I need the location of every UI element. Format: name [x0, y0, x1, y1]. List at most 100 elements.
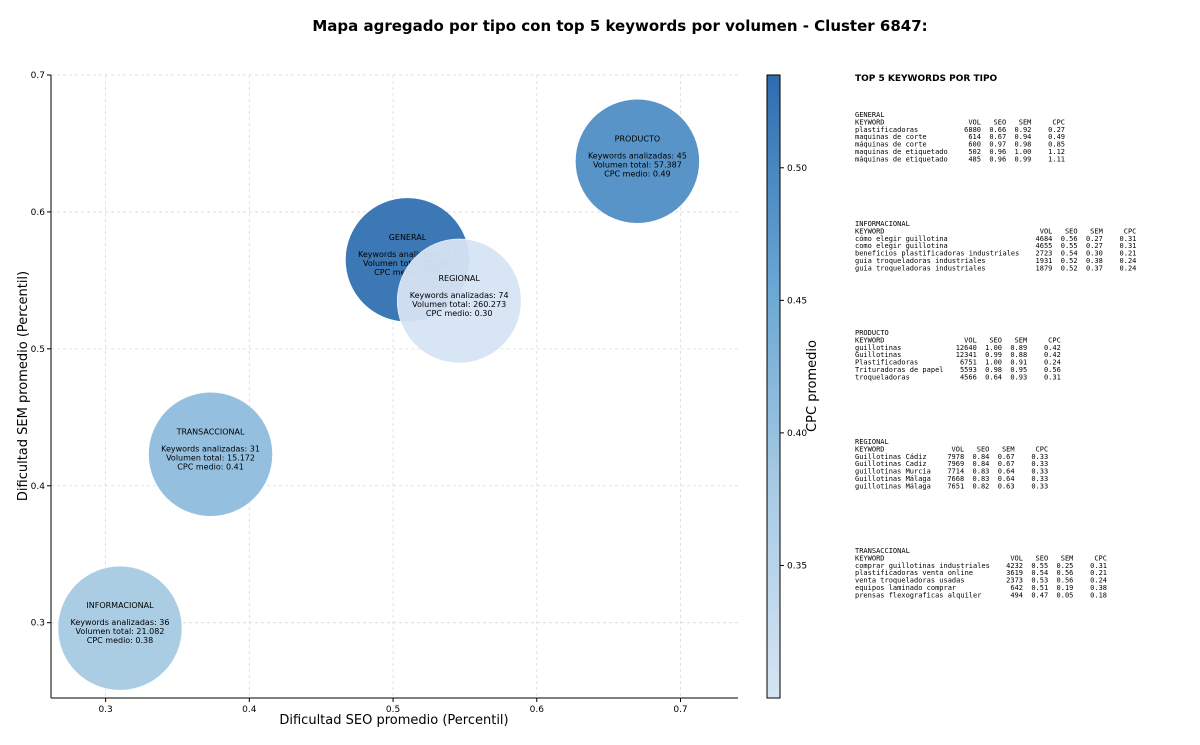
side-cell-seo: 0.82 — [973, 482, 990, 490]
side-cell-sem: 0.25 — [1057, 562, 1074, 570]
side-cell-vol: 6751 — [960, 359, 977, 367]
side-row: Guillotinas Málaga 7668 0.83 0.64 0.33 — [855, 475, 1048, 483]
side-row: guillotinas 12640 1.00 0.89 0.42 — [855, 344, 1061, 352]
side-cell-cpc: 0.49 — [1048, 133, 1065, 141]
side-cell-cpc: 0.24 — [1120, 264, 1137, 272]
side-cell-sem: 0.95 — [1010, 366, 1027, 374]
y-tick-label: 0.4 — [31, 482, 46, 492]
side-row: prensas flexograficas alquiler 494 0.47 0.0… — [855, 591, 1107, 599]
side-header-keyword: KEYWORD — [855, 336, 885, 344]
side-row: Plastificadoras 6751 1.00 0.91 0.24 — [855, 359, 1061, 367]
side-row: Guillotinas Cadiz 7969 0.84 0.67 0.33 — [855, 460, 1048, 468]
side-cell-vol: 7978 — [947, 453, 964, 461]
bubble-volumen: Volumen total: 15.172 — [166, 453, 255, 462]
x-tick-label: 0.4 — [242, 705, 257, 715]
side-cell-keyword: guía troqueladoras industriales — [855, 264, 986, 272]
side-cell-sem: 0.27 — [1086, 242, 1103, 250]
bubble-circle — [57, 565, 183, 691]
side-cell-seo: 0.99 — [985, 351, 1002, 359]
side-cell-cpc: 0.42 — [1044, 344, 1061, 352]
side-header-vol: VOL — [1010, 554, 1023, 562]
x-tick-label: 0.6 — [530, 705, 545, 715]
side-panel-title: TOP 5 KEYWORDS POR TIPO — [855, 74, 998, 84]
side-cell-vol: 7969 — [947, 460, 964, 468]
side-cell-seo: 0.83 — [973, 475, 990, 483]
side-cell-cpc: 0.21 — [1120, 250, 1137, 258]
side-cell-seo: 0.64 — [985, 373, 1002, 381]
side-header-vol: VOL — [952, 445, 965, 453]
side-cell-vol: 12640 — [956, 344, 977, 352]
bubble-name: GENERAL — [389, 233, 427, 242]
side-cell-vol: 5593 — [960, 366, 977, 374]
bubble-keywords: Keywords analizadas: 36 — [71, 618, 170, 627]
side-cell-keyword: Guillotinas Málaga — [855, 475, 931, 483]
side-cell-keyword: maquinas de etiquetado — [855, 148, 948, 156]
side-cell-cpc: 0.31 — [1090, 562, 1107, 570]
side-cell-vol: 614 — [968, 133, 981, 141]
side-cell-vol: 642 — [1010, 584, 1023, 592]
side-cell-seo: 0.55 — [1031, 562, 1048, 570]
colorbar — [766, 74, 781, 699]
side-header-seo: SEO — [1065, 227, 1078, 235]
side-row: guillotinas Murcia 7714 0.83 0.64 0.33 — [855, 468, 1048, 476]
side-row: guillotinas Málaga 7651 0.82 0.63 0.33 — [855, 482, 1048, 490]
side-cell-seo: 0.51 — [1031, 584, 1048, 592]
side-cell-keyword: Guillotinas Cádiz — [855, 453, 927, 461]
side-row: guía troqueladoras industriales 1879 0.52 0… — [855, 264, 1136, 272]
side-cell-seo: 0.84 — [973, 453, 990, 461]
bubble-volumen: Volumen total: 21.082 — [76, 627, 165, 636]
side-cell-seo: 0.52 — [1061, 264, 1078, 272]
side-cell-vol: 7714 — [947, 468, 964, 476]
bubble-keywords: Keywords analizadas: 45 — [588, 151, 687, 160]
side-cell-seo: 0.96 — [989, 155, 1006, 163]
side-cell-keyword: troqueladoras — [855, 373, 910, 381]
bubble-cpc: CPC medio: 0.41 — [177, 462, 244, 471]
side-cell-keyword: guillotinas Málaga — [855, 482, 931, 490]
side-header-keyword: KEYWORD — [855, 118, 885, 126]
side-cell-cpc: 0.24 — [1090, 577, 1107, 585]
side-cell-sem: 0.99 — [1015, 155, 1032, 163]
side-header-cpc: CPC — [1036, 445, 1049, 453]
side-cell-sem: 0.88 — [1010, 351, 1027, 359]
side-cell-seo: 0.98 — [985, 366, 1002, 374]
side-cell-keyword: guia troqueladoras industriales — [855, 257, 986, 265]
side-cell-vol: 7651 — [947, 482, 964, 490]
side-cell-cpc: 0.31 — [1120, 242, 1137, 250]
side-cell-seo: 0.56 — [1061, 235, 1078, 243]
side-cell-keyword: cómo elegir guillotina — [855, 235, 948, 243]
bubble-volumen: Volumen total: 11.040 — [363, 259, 452, 268]
side-group-name: GENERAL — [855, 111, 885, 119]
side-cell-keyword: guillotinas — [855, 344, 901, 352]
side-header-cpc: CPC — [1048, 336, 1061, 344]
side-cell-seo: 0.47 — [1031, 591, 1048, 599]
bubble-name: INFORMACIONAL — [86, 601, 154, 610]
side-cell-keyword: como elegir guillotina — [855, 242, 948, 250]
side-header-sem: SEM — [1002, 445, 1015, 453]
y-tick-label: 0.6 — [31, 208, 46, 218]
side-cell-sem: 0.91 — [1010, 359, 1027, 367]
side-cell-seo: 0.96 — [989, 148, 1006, 156]
side-header-keyword: KEYWORD — [855, 445, 885, 453]
bubble-circle — [148, 392, 273, 517]
side-row: maquinas de etiquetado 502 0.96 1.00 1.12 — [855, 148, 1065, 156]
side-cell-vol: 494 — [1010, 591, 1023, 599]
side-cell-cpc: 0.33 — [1031, 468, 1048, 476]
bubble-keywords: Keywords analizadas: 74 — [410, 291, 509, 300]
side-cell-cpc: 0.85 — [1048, 141, 1065, 149]
side-group-name: PRODUCTO — [855, 329, 889, 337]
side-cell-cpc: 0.18 — [1090, 591, 1107, 599]
x-tick-label: 0.3 — [98, 705, 112, 715]
y-axis-label: Dificultad SEM promedio (Percentil) — [16, 271, 31, 501]
side-cell-keyword: plastificadoras venta online — [855, 569, 973, 577]
side-row: plastificadoras 6880 0.66 0.92 0.27 — [855, 126, 1065, 134]
side-cell-vol: 4232 — [1006, 562, 1023, 570]
colorbar-tick-label: 0.35 — [787, 561, 807, 571]
y-tick-label: 0.5 — [31, 345, 45, 355]
side-row: troqueladoras 4566 0.64 0.93 0.31 — [855, 373, 1061, 381]
side-cell-seo: 0.52 — [1061, 257, 1078, 265]
side-cell-keyword: plastificadoras — [855, 126, 918, 134]
side-cell-vol: 4655 — [1036, 242, 1053, 250]
side-cell-vol: 6880 — [964, 126, 981, 134]
